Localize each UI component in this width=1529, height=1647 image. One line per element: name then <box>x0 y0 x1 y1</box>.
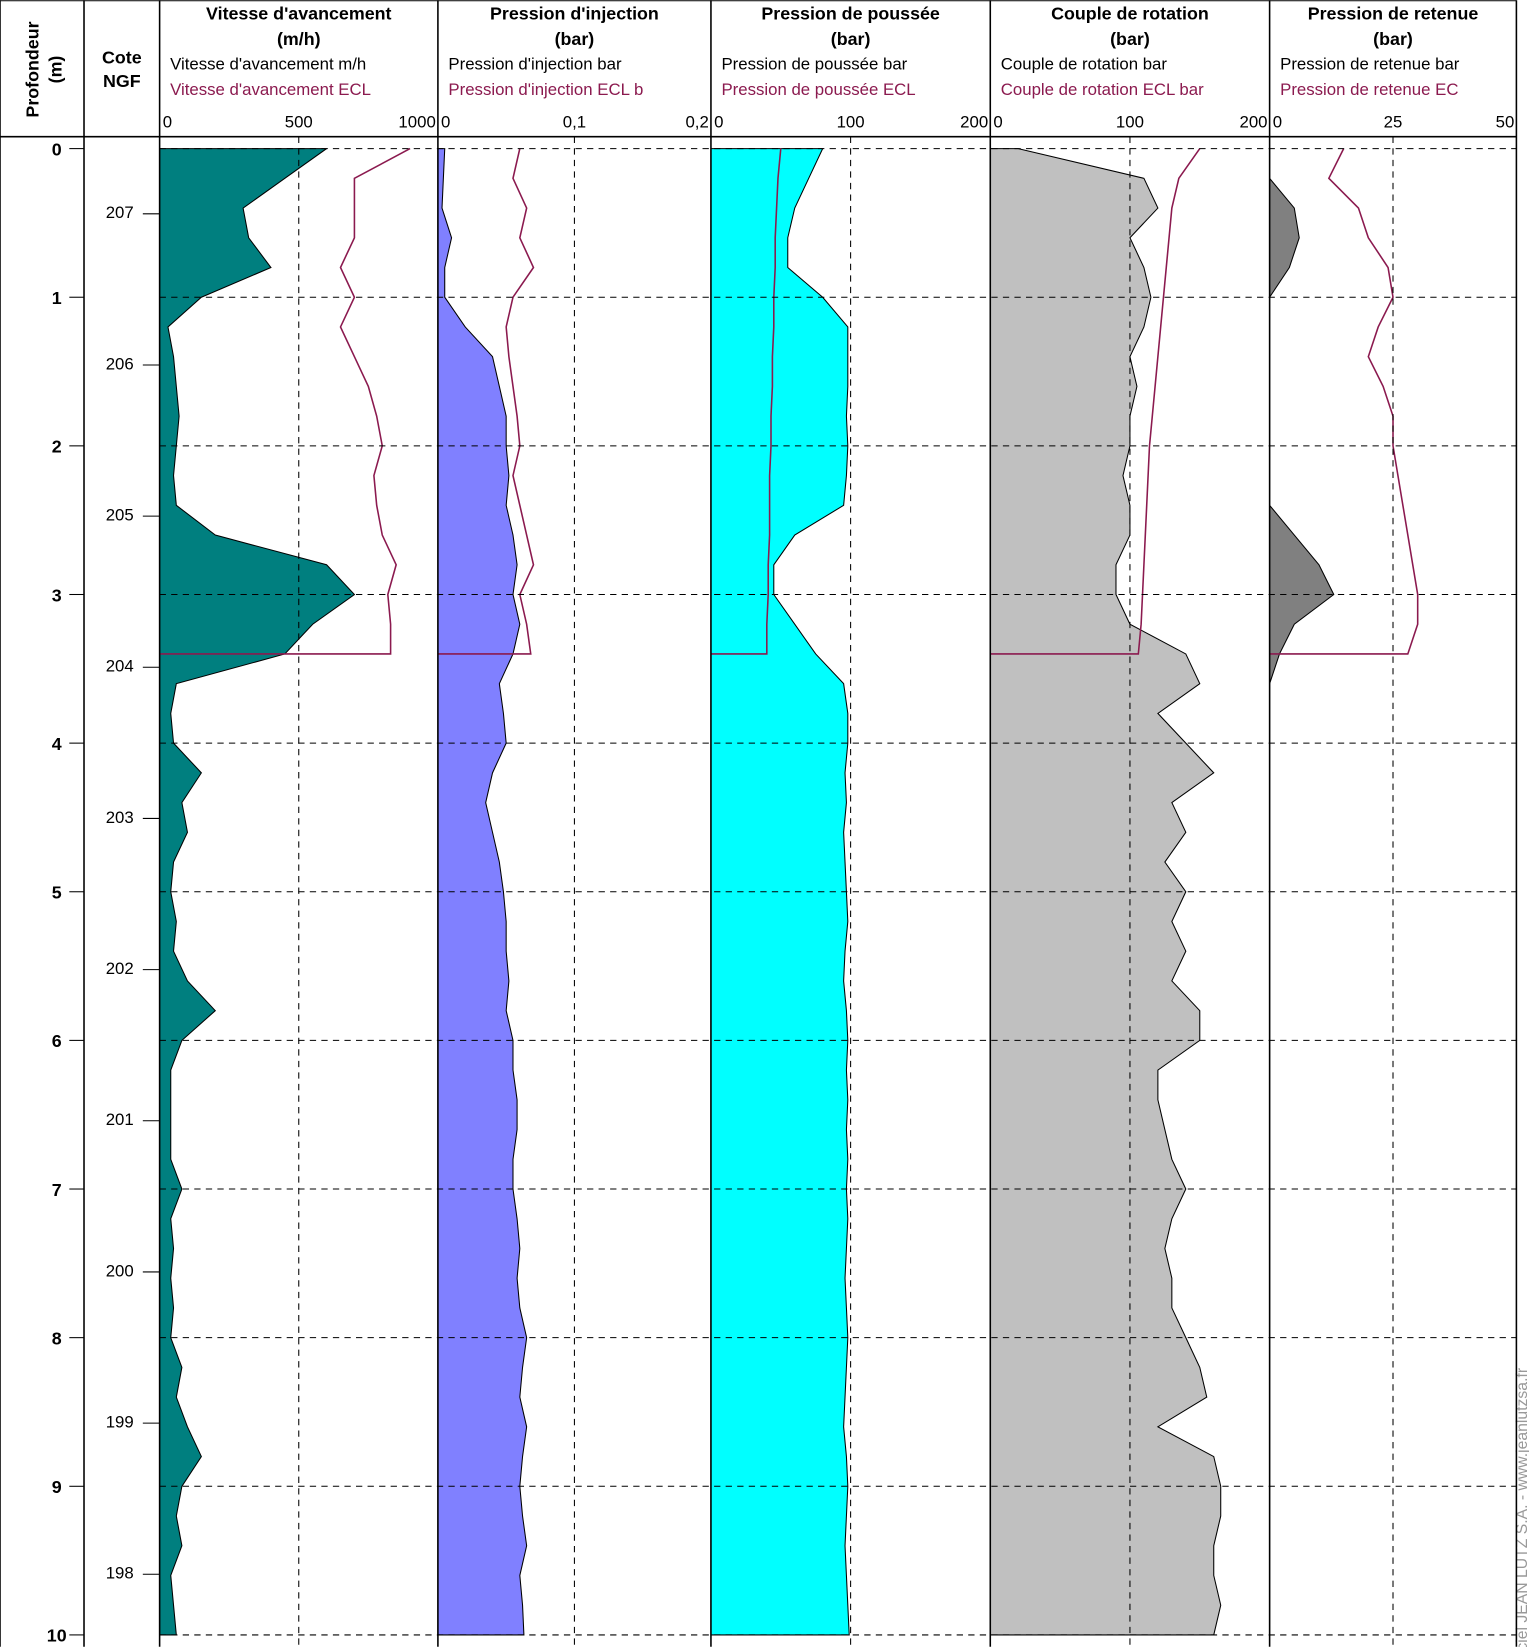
ngf-label: NGF <box>103 71 141 91</box>
x-tick-label: 0 <box>714 112 723 131</box>
log-area <box>989 148 1222 1636</box>
track-title: Vitesse d'avancement <box>206 4 391 24</box>
x-tick-label: 100 <box>1116 112 1144 131</box>
log-area <box>1269 148 1335 1635</box>
y2-tick-label: 205 <box>106 506 134 525</box>
y2-tick-label: 207 <box>106 203 134 222</box>
track-unit: (bar) <box>831 29 871 49</box>
track-unit: (m/h) <box>277 29 321 49</box>
depth-label: Profondeur <box>22 21 42 117</box>
legend-entry: Pression d'injection bar <box>448 55 622 74</box>
y2-tick-label: 202 <box>106 959 134 978</box>
x-tick-label: 100 <box>837 112 865 131</box>
legend-entry: Vitesse d'avancement ECL <box>170 80 371 99</box>
y-tick-label: 2 <box>52 437 62 457</box>
track-unit: (bar) <box>1373 29 1413 49</box>
track-title: Pression de poussée <box>761 4 940 24</box>
x-tick-label: 1000 <box>398 112 435 131</box>
ecl-line <box>710 148 782 655</box>
track-unit: (bar) <box>555 29 595 49</box>
y2-tick-label: 198 <box>106 1564 134 1583</box>
legend-entry: Vitesse d'avancement m/h <box>170 55 366 74</box>
x-tick-label: 50 <box>1496 112 1515 131</box>
ecl-line <box>159 147 411 655</box>
log-area <box>437 148 528 1636</box>
legend-entry: Pression de poussée bar <box>721 55 907 74</box>
y-tick-label: 1 <box>52 288 62 308</box>
y-tick-label: 3 <box>52 585 62 605</box>
y-tick-label: 5 <box>52 883 62 903</box>
log-area <box>710 148 850 1636</box>
legend-entry: Couple de rotation ECL bar <box>1001 80 1204 99</box>
depth-unit: (m) <box>45 56 65 84</box>
y-tick-label: 0 <box>52 139 62 159</box>
y2-tick-label: 199 <box>106 1413 134 1432</box>
track-unit: (bar) <box>1110 29 1150 49</box>
x-tick-label: 200 <box>1239 112 1267 131</box>
x-tick-label: 500 <box>285 112 313 131</box>
legend-entry: Couple de rotation bar <box>1001 55 1168 74</box>
x-tick-label: 0,1 <box>563 112 586 131</box>
legend-entry: Pression d'injection ECL b <box>448 80 643 99</box>
track-title: Pression d'injection <box>490 4 659 24</box>
y2-tick-label: 201 <box>106 1110 134 1129</box>
y-tick-label: 10 <box>47 1626 67 1646</box>
y2-tick-label: 206 <box>106 354 134 373</box>
x-tick-label: 25 <box>1384 112 1403 131</box>
y-tick-label: 8 <box>52 1328 62 1348</box>
credit: Logiciel JEAN LUTZ S.A. - www.jeanlutzsa… <box>1514 1368 1529 1647</box>
legend-entry: Pression de poussée ECL <box>721 80 915 99</box>
y-tick-label: 9 <box>52 1477 62 1497</box>
y2-tick-label: 204 <box>106 657 134 676</box>
y-tick-label: 7 <box>52 1180 62 1200</box>
legend-entry: Pression de retenue EC <box>1280 80 1458 99</box>
y2-tick-label: 200 <box>106 1261 134 1280</box>
x-tick-label: 0,2 <box>685 112 708 131</box>
x-tick-label: 0 <box>1273 112 1282 131</box>
track-title: Couple de rotation <box>1051 4 1209 24</box>
y2-tick-label: 203 <box>106 808 134 827</box>
x-tick-label: 0 <box>441 112 450 131</box>
y-tick-label: 4 <box>52 734 62 754</box>
x-tick-label: 0 <box>993 112 1002 131</box>
y-tick-label: 6 <box>52 1031 62 1051</box>
track-title: Pression de retenue <box>1308 4 1479 24</box>
x-tick-label: 0 <box>163 112 172 131</box>
x-tick-label: 200 <box>960 112 988 131</box>
legend-entry: Pression de retenue bar <box>1280 55 1460 74</box>
log-area <box>159 148 356 1636</box>
ngf-label: Cote <box>102 48 142 68</box>
